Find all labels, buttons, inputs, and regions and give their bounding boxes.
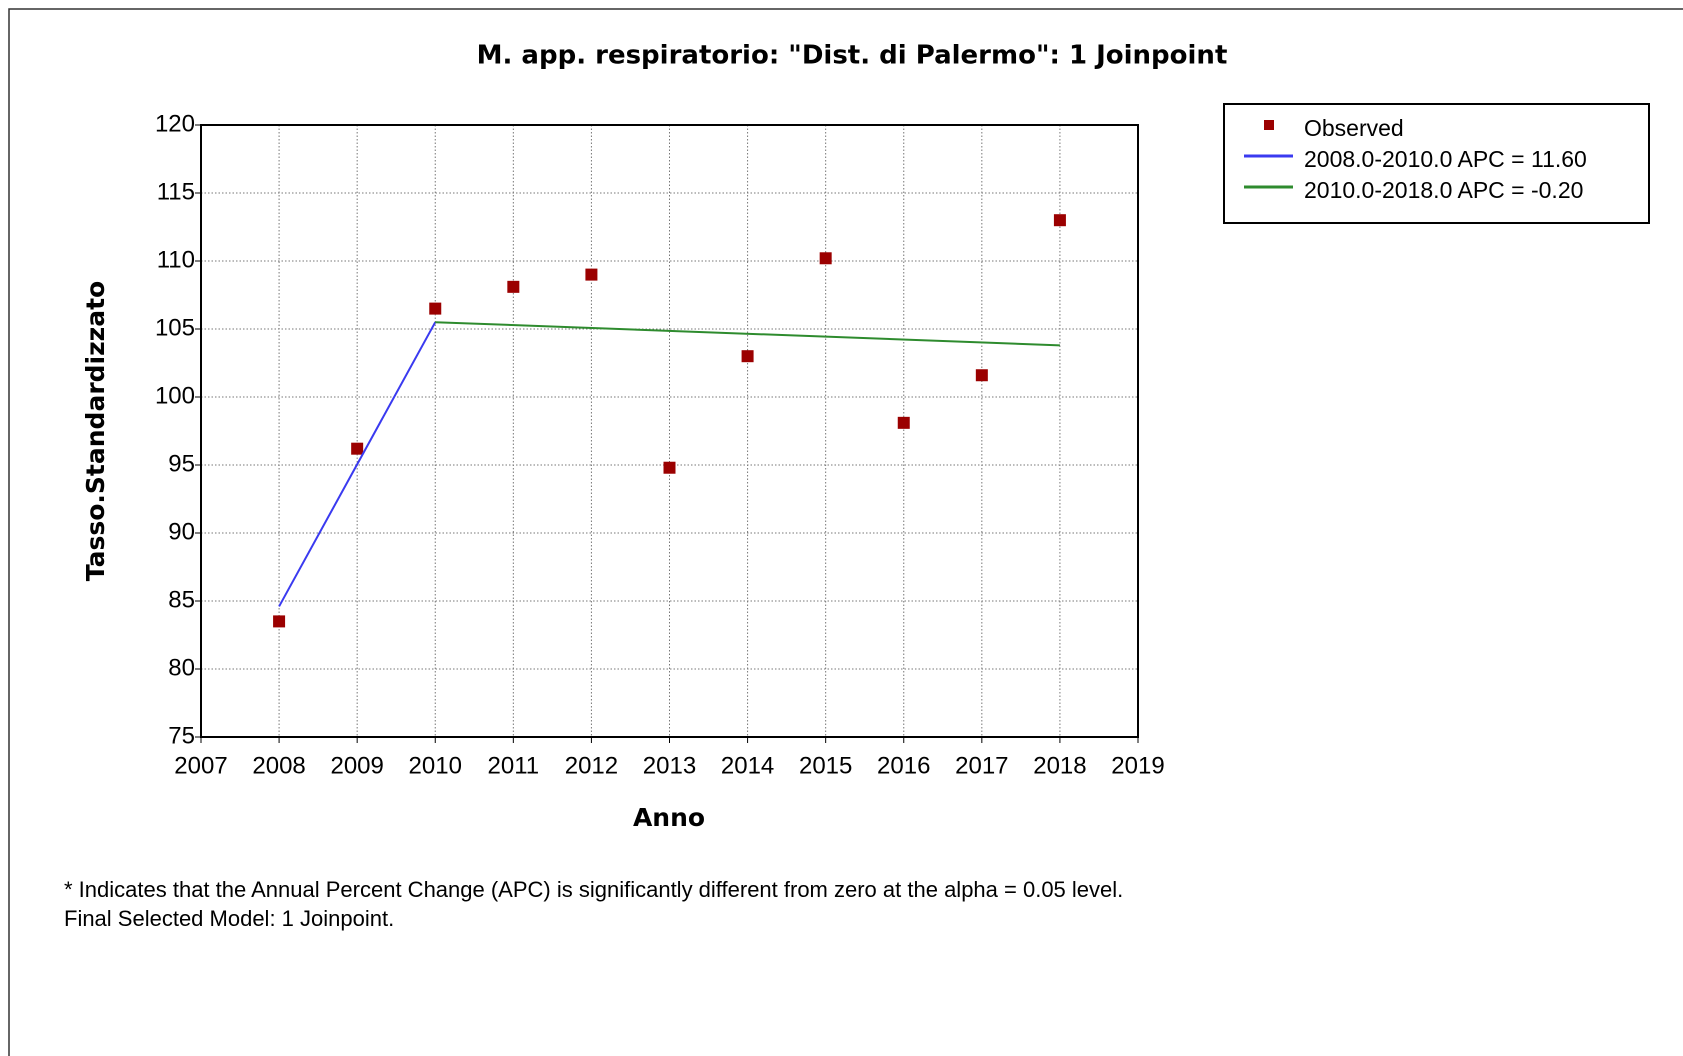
legend-box	[1223, 103, 1650, 224]
chart-title: M. app. respiratorio: "Dist. di Palermo"…	[477, 41, 1228, 71]
x-axis-label: Anno	[633, 803, 705, 832]
y-axis-label: Tasso.Standardizzato	[81, 281, 110, 581]
y-tick-label: 105	[155, 314, 195, 341]
legend-label: Observed	[1304, 115, 1404, 141]
observed-point	[273, 615, 286, 628]
y-tick-label: 85	[168, 586, 195, 613]
x-tick-label: 2012	[565, 752, 618, 779]
observed-point	[351, 442, 364, 455]
x-tick-label: 2011	[488, 752, 540, 779]
y-tick-label: 95	[168, 450, 195, 477]
observed-point	[819, 252, 832, 265]
observed-point	[663, 461, 676, 474]
x-tick-label: 2009	[330, 752, 383, 779]
plot-area	[200, 124, 1139, 738]
trend-line	[435, 321, 1060, 347]
legend-marker	[1264, 120, 1274, 130]
x-tick-label: 2016	[877, 752, 930, 779]
y-tick-label: 120	[155, 110, 195, 137]
trend-line	[278, 321, 437, 607]
x-tick-label: 2010	[409, 752, 462, 779]
note: * Indicates that the Annual Percent Chan…	[64, 877, 1123, 902]
y-tick-label: 110	[157, 246, 195, 273]
x-tick-label: 2017	[955, 752, 1008, 779]
y-tick-label: 90	[168, 518, 195, 545]
y-tick-label: 80	[168, 654, 195, 681]
x-tick-label: 2008	[252, 752, 305, 779]
frame	[8, 8, 1683, 1056]
observed-point	[507, 280, 520, 293]
x-tick-label: 2019	[1111, 752, 1164, 779]
x-tick-label: 2013	[643, 752, 696, 779]
legend-label: 2010.0-2018.0 APC = -0.20	[1304, 177, 1583, 203]
x-tick-label: 2007	[174, 752, 227, 779]
observed-point	[975, 369, 988, 382]
x-tick-label: 2014	[721, 752, 774, 779]
observed-point	[1053, 214, 1066, 227]
x-tick-label: 2015	[799, 752, 852, 779]
y-tick-label: 100	[155, 382, 195, 409]
x-tick-label: 2018	[1033, 752, 1086, 779]
y-tick-label: 115	[157, 178, 195, 205]
observed-point	[897, 416, 910, 429]
note: Final Selected Model: 1 Joinpoint.	[64, 906, 394, 931]
observed-point	[741, 350, 754, 363]
y-tick-label: 75	[168, 722, 195, 749]
observed-point	[429, 302, 442, 315]
legend-label: 2008.0-2010.0 APC = 11.60	[1304, 146, 1587, 172]
observed-point	[585, 268, 598, 281]
notes: * Indicates that the Annual Percent Chan…	[64, 877, 1123, 931]
